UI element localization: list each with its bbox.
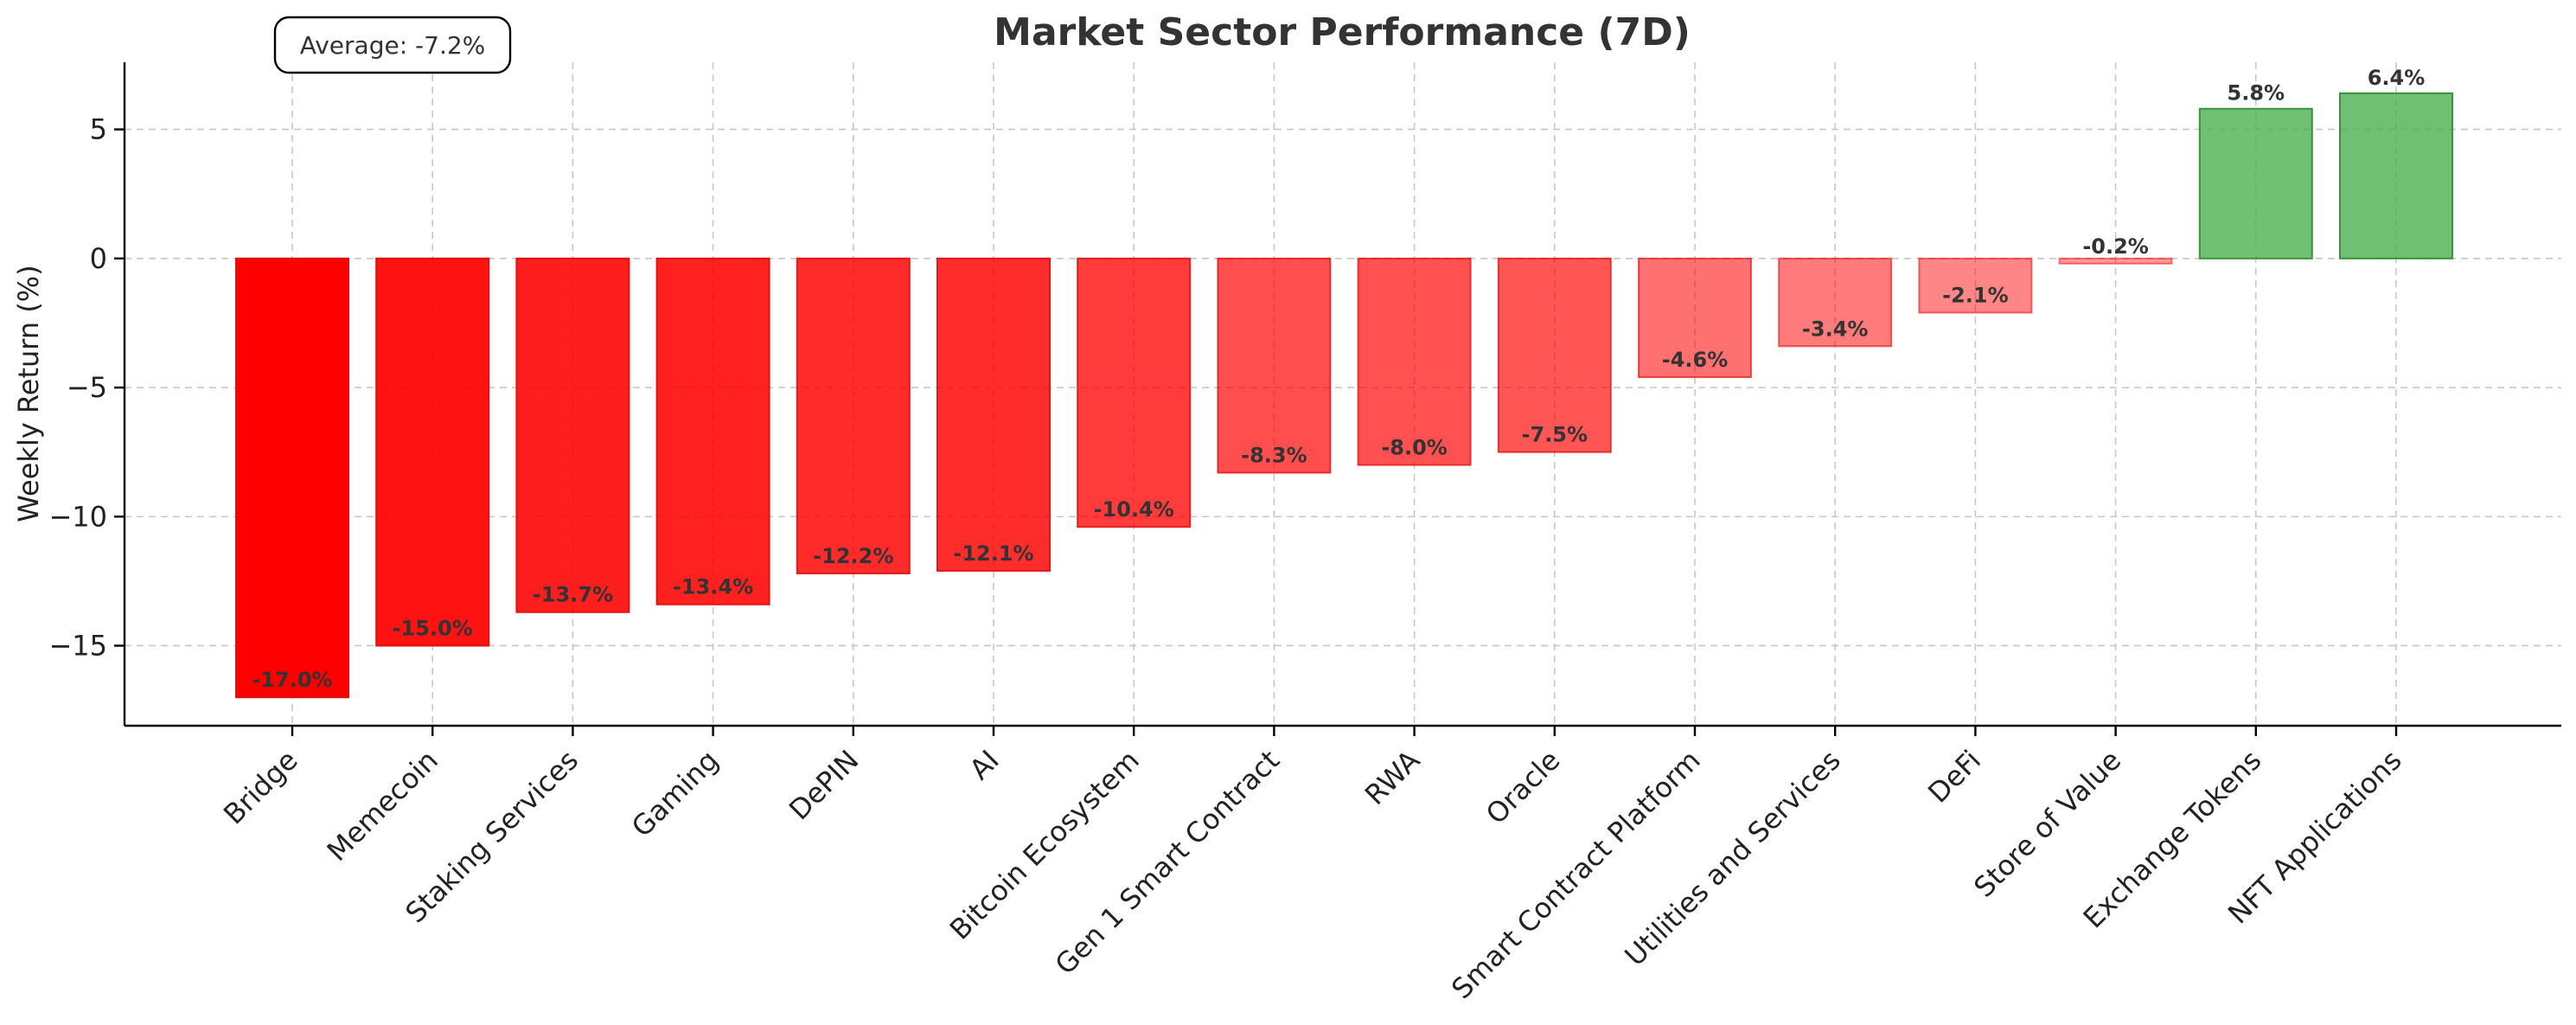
bar [1497, 257, 1612, 453]
bar [1217, 257, 1332, 474]
y-tick-label: −5 [67, 371, 107, 404]
data-label: -8.3% [1241, 444, 1307, 468]
data-label: -12.2% [813, 544, 893, 568]
x-tick-label: Store of Value [1967, 744, 2127, 904]
bar [235, 257, 349, 699]
y-axis-label: Weekly Return (%) [12, 265, 45, 522]
data-label: -17.0% [252, 668, 332, 692]
x-tick-label: AI [963, 744, 1006, 786]
bar [655, 257, 770, 605]
x-tick-label: RWA [1358, 744, 1426, 811]
bar [1918, 257, 2033, 314]
average-annotation: Average: -7.2% [273, 16, 512, 74]
data-label: -13.4% [673, 575, 753, 599]
chart-title: Market Sector Performance (7D) [994, 10, 1691, 54]
bar [2058, 257, 2173, 265]
grid-layer [125, 62, 2561, 726]
data-label: -13.7% [533, 583, 613, 607]
bar [1638, 257, 1752, 379]
average-annotation-box [273, 16, 512, 74]
data-label: -8.0% [1381, 436, 1448, 460]
bar [936, 257, 1051, 572]
bar [375, 257, 490, 647]
x-tick-label: Smart Contract Platform [1445, 744, 1706, 1005]
bar [2198, 107, 2313, 259]
y-tick-label: 0 [90, 242, 107, 275]
data-label: 6.4% [2368, 66, 2426, 90]
x-tick-label: Memecoin [321, 744, 444, 868]
bar [1778, 257, 1893, 348]
data-label: -4.6% [1662, 348, 1729, 372]
bar [1077, 257, 1192, 529]
y-tick-label: 5 [90, 113, 107, 146]
data-label: -15.0% [393, 616, 473, 640]
x-tick-label: DeFi [1921, 744, 1987, 810]
data-label: -2.1% [1942, 283, 2009, 307]
y-tick-label: −15 [48, 629, 107, 662]
data-label: -12.1% [953, 541, 1033, 566]
x-tick-label: DePIN [783, 744, 865, 826]
bar [515, 257, 630, 613]
x-tick-label: Gaming [625, 744, 725, 843]
bar [2339, 92, 2453, 259]
x-tick-label: Bridge [217, 744, 304, 831]
data-label: -10.4% [1094, 497, 1174, 522]
x-tick-label: Oracle [1480, 744, 1566, 830]
x-tick-label: Gen 1 Smart Contract [1049, 744, 1286, 981]
data-label: -3.4% [1802, 317, 1869, 341]
y-tick-label: −10 [48, 500, 107, 533]
data-label: 5.8% [2228, 81, 2285, 106]
axes-layer [114, 62, 2561, 736]
data-label: -0.2% [2082, 234, 2149, 259]
average-annotation-text: Average: -7.2% [300, 31, 486, 60]
bar [1357, 257, 1472, 466]
bars-layer [235, 92, 2453, 699]
bar [796, 257, 911, 574]
data-label: -7.5% [1522, 423, 1588, 447]
